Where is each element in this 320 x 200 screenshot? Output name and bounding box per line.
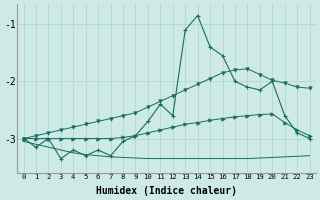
X-axis label: Humidex (Indice chaleur): Humidex (Indice chaleur) [96,186,237,196]
